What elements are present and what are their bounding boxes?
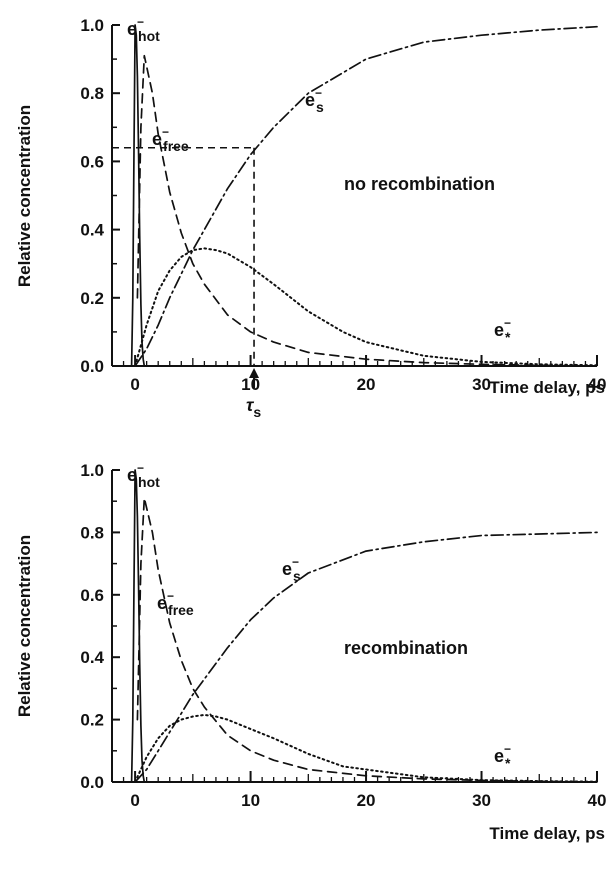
y-tick-label: 0.2 xyxy=(80,711,104,730)
series-label-e_hot: e−hot xyxy=(127,15,160,44)
series-line-e_star xyxy=(135,248,597,366)
y-tick-label: 0.4 xyxy=(80,221,104,240)
y-tick-label: 0.8 xyxy=(80,84,104,103)
y-tick-label: 0.0 xyxy=(80,773,104,792)
chart-panel-1: 0.00.20.40.60.81.0010203040Time delay, p… xyxy=(15,15,606,420)
series-label-sub: hot xyxy=(138,28,160,44)
y-tick-label: 1.0 xyxy=(80,16,104,35)
y-tick-label: 0.6 xyxy=(80,586,104,605)
series-label-e_star: e−* xyxy=(494,742,511,771)
series-label-sub: * xyxy=(505,329,511,345)
x-tick-label: 0 xyxy=(130,375,139,394)
x-tick-label: 30 xyxy=(472,375,491,394)
series-label-e_s: e−s xyxy=(282,555,301,584)
series-label-sup: − xyxy=(162,125,169,139)
y-tick-label: 0.8 xyxy=(80,523,104,542)
series-label-e_free: e−free xyxy=(152,125,189,154)
y-axis-title: Relative concentration xyxy=(15,535,34,717)
series-label-sub: free xyxy=(168,602,194,618)
y-axis-title: Relative concentration xyxy=(15,105,34,287)
x-tick-label: 30 xyxy=(472,791,491,810)
chart-panel-2: 0.0 0.2 0.4 0.6 0.8 1.0 0 10 20 30 40 Time delay, p… xyxy=(15,461,606,843)
series-label-sup: − xyxy=(137,15,144,29)
x-tick-label: 20 xyxy=(357,791,376,810)
series-label-e_s: e−s xyxy=(305,86,324,115)
y-tick-label: 0.0 xyxy=(80,357,104,376)
tau-label-sub: s xyxy=(253,404,261,420)
series-label-sup: − xyxy=(137,461,144,475)
series-line-e_free xyxy=(137,56,597,366)
series-label-sup: − xyxy=(167,589,174,603)
x-tick-label: 20 xyxy=(357,375,376,394)
series-label-e_hot: e−hot xyxy=(127,461,160,490)
y-tick-label: 0.6 xyxy=(80,152,104,171)
panel-annotation: no recombination xyxy=(344,174,495,194)
series-label-sup: − xyxy=(504,742,511,756)
x-tick-label: 0 xyxy=(130,791,139,810)
series-label-sub: free xyxy=(163,138,189,154)
x-tick-label: 40 xyxy=(588,791,607,810)
panel-annotation: recombination xyxy=(344,638,468,658)
y-tick-label: 1.0 xyxy=(80,461,104,480)
series-label-sup: − xyxy=(504,316,511,330)
x-axis-title: Time delay, ps xyxy=(489,378,605,397)
series-line-e_hot xyxy=(132,25,145,366)
x-axis-title: Time delay, ps xyxy=(489,824,605,843)
x-tick-label: 10 xyxy=(241,791,260,810)
series-label-sub: hot xyxy=(138,474,160,490)
y-tick-label: 0.4 xyxy=(80,648,104,667)
series-line-e_s xyxy=(135,27,597,366)
series-line-e_hot xyxy=(132,470,145,782)
series-label-sub: s xyxy=(293,568,301,584)
series-label-sup: − xyxy=(315,86,322,100)
tau-label: τs xyxy=(246,395,261,420)
tau-arrow-head xyxy=(249,368,259,378)
series-label-e_star: e−* xyxy=(494,316,511,345)
series-label-sub: * xyxy=(505,755,511,771)
series-label-e_free: e−free xyxy=(157,589,194,618)
series-label-sup: − xyxy=(292,555,299,569)
y-tick-label: 0.2 xyxy=(80,289,104,308)
series-label-sub: s xyxy=(316,99,324,115)
